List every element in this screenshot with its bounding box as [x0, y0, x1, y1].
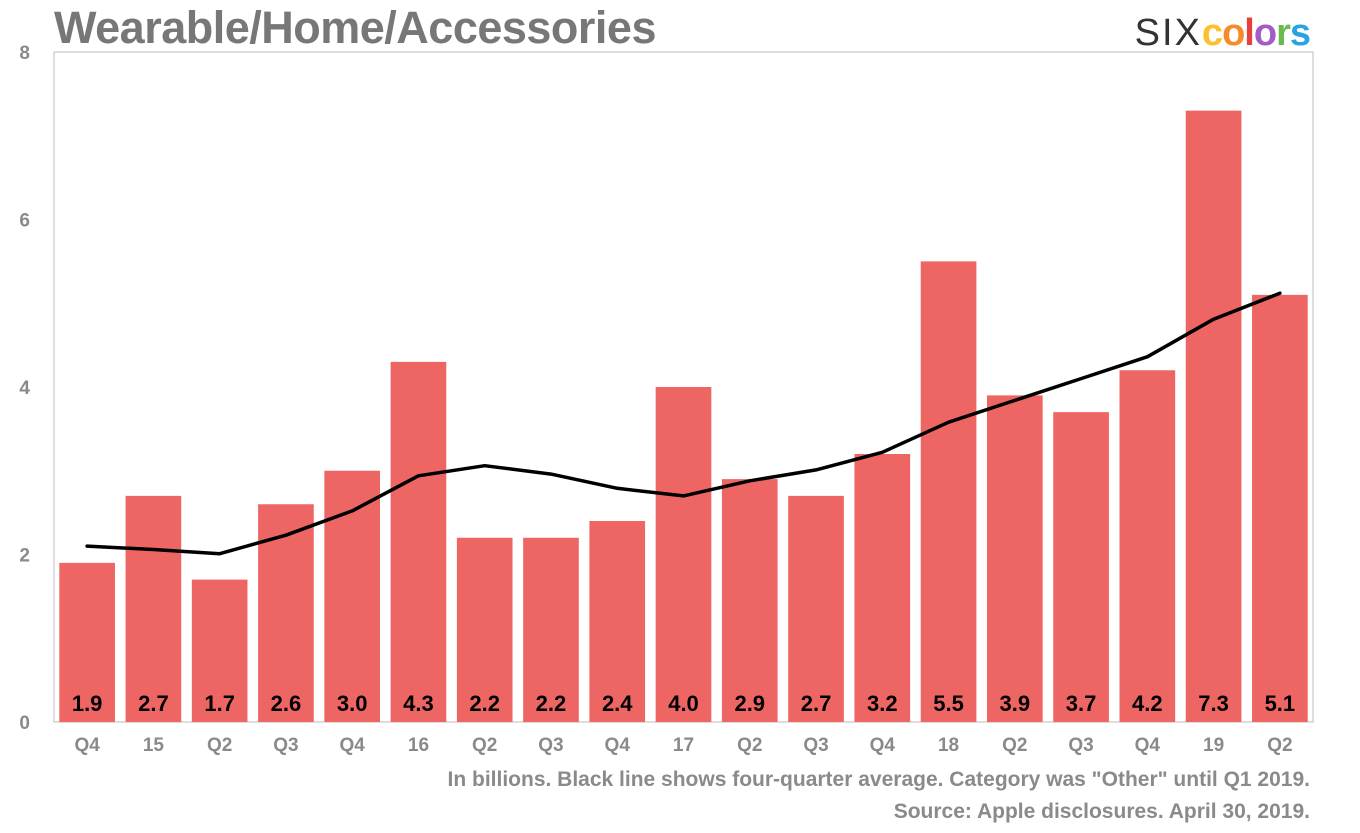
y-tick-label: 6: [19, 211, 30, 232]
bar: [1053, 412, 1109, 722]
bar-value-label: 1.9: [72, 691, 103, 716]
x-tick-label: Q4: [340, 735, 366, 756]
logo-letter: l: [1244, 12, 1255, 54]
logo-letter: c: [1201, 12, 1223, 54]
logo-letter: r: [1276, 12, 1291, 54]
bar-value-label: 5.1: [1265, 691, 1296, 716]
bar-value-label: 7.3: [1198, 691, 1229, 716]
bar: [456, 537, 513, 722]
y-tick-label: 2: [19, 546, 30, 567]
logo-six-text: SIX: [1134, 12, 1202, 54]
bar-value-label: 4.3: [403, 691, 434, 716]
bar-value-label: 2.6: [271, 691, 302, 716]
bar-value-label: 4.0: [668, 691, 699, 716]
bar: [1252, 294, 1308, 722]
x-tick-label: 15: [143, 735, 165, 756]
bar: [390, 361, 447, 722]
bar-value-label: 2.2: [536, 691, 567, 716]
x-tick-label: Q4: [870, 735, 896, 756]
x-tick-label: Q2: [207, 735, 232, 756]
y-tick-label: 0: [19, 713, 30, 734]
bar: [788, 495, 844, 722]
bar: [1119, 370, 1176, 722]
bar-value-label: 1.7: [204, 691, 235, 716]
bar: [125, 495, 182, 722]
bar: [59, 562, 115, 722]
bar-value-label: 3.0: [337, 691, 368, 716]
bar-value-label: 2.7: [801, 691, 832, 716]
x-tick-label: Q3: [273, 735, 298, 756]
logo-letter: o: [1222, 12, 1245, 54]
x-tick-label: 19: [1203, 735, 1224, 756]
bar-value-label: 2.9: [734, 691, 765, 716]
y-tick-label: 4: [19, 378, 30, 399]
x-tick-label: Q3: [1068, 735, 1093, 756]
logo-colors-text: colors: [1201, 12, 1311, 54]
chart-source: Source: Apple disclosures. April 30, 201…: [893, 800, 1310, 823]
bar-value-label: 4.2: [1132, 691, 1163, 716]
chart-title: Wearable/Home/Accessories: [54, 2, 657, 53]
x-tick-label: Q4: [74, 735, 100, 756]
bar: [589, 521, 646, 722]
bar: [523, 537, 579, 722]
bar-value-label: 2.7: [138, 691, 169, 716]
bar-value-label: 2.2: [469, 691, 500, 716]
bar: [1185, 110, 1242, 722]
x-tick-label: 16: [408, 735, 429, 756]
bar: [986, 395, 1043, 722]
logo-letter: o: [1253, 12, 1277, 54]
x-tick-label: Q2: [1267, 735, 1292, 756]
x-tick-label: Q3: [538, 735, 563, 756]
bar: [324, 470, 381, 722]
x-tick-label: Q2: [1002, 735, 1027, 756]
bar-value-label: 3.9: [1000, 691, 1031, 716]
bar: [920, 261, 977, 722]
logo-letter: s: [1289, 12, 1311, 54]
x-tick-label: 18: [938, 735, 959, 756]
y-tick-label: 8: [19, 43, 30, 64]
sixcolors-logo: SIXcolors: [1134, 12, 1311, 55]
bar: [854, 454, 911, 722]
bar: [191, 579, 248, 722]
x-tick-label: Q2: [737, 735, 762, 756]
bar: [655, 387, 712, 722]
bar-value-label: 3.2: [867, 691, 898, 716]
bar-value-label: 2.4: [602, 691, 633, 716]
bar-value-label: 5.5: [933, 691, 964, 716]
x-tick-label: Q4: [1135, 735, 1161, 756]
x-tick-label: Q2: [472, 735, 497, 756]
x-tick-label: Q3: [803, 735, 828, 756]
bar-value-label: 3.7: [1066, 691, 1097, 716]
x-tick-label: 17: [673, 735, 694, 756]
x-tick-label: Q4: [605, 735, 631, 756]
bar: [721, 479, 778, 722]
average-line: [85, 291, 1282, 556]
chart-note: In billions. Black line shows four-quart…: [447, 768, 1311, 791]
